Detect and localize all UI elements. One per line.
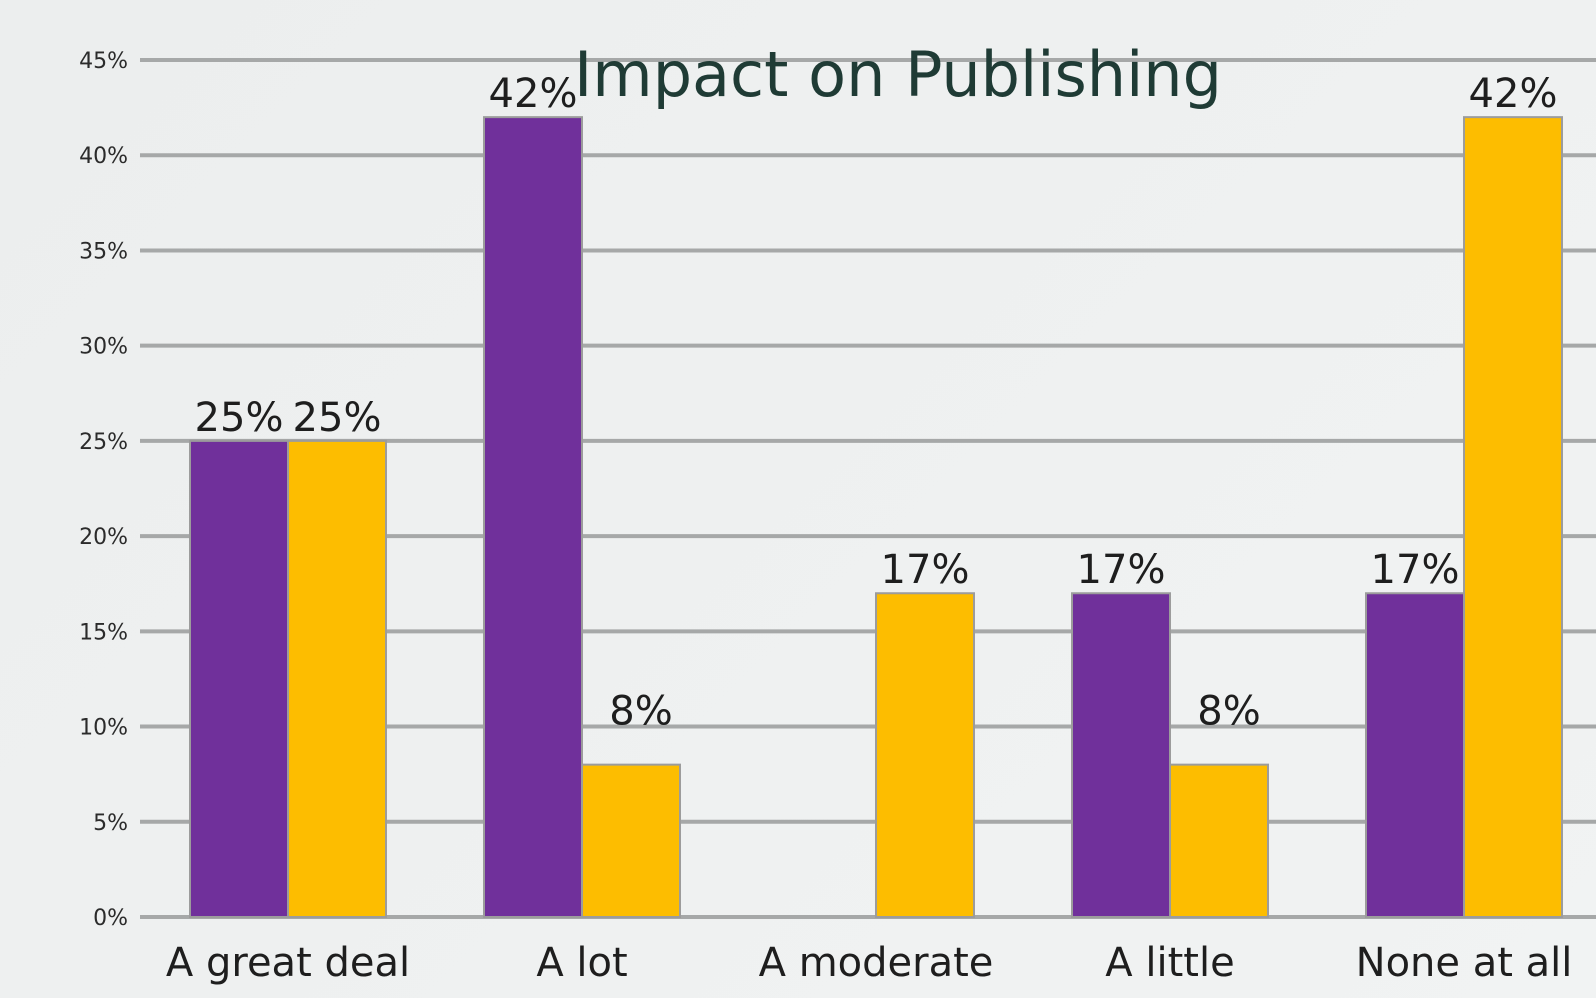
data-label: 42%	[1469, 71, 1558, 117]
x-category-label: A lot	[536, 940, 627, 986]
data-label: 25%	[293, 395, 382, 441]
y-tick-label: 35%	[79, 239, 128, 264]
bar	[1463, 116, 1563, 918]
y-tick-label: 10%	[79, 716, 128, 741]
y-tick-label: 45%	[79, 49, 128, 74]
bar	[1365, 592, 1465, 918]
bar	[1169, 763, 1269, 919]
y-tick-label: 5%	[93, 811, 128, 836]
x-category-label: None at all	[1356, 940, 1573, 986]
y-tick-label: 40%	[79, 144, 128, 169]
data-label: 8%	[609, 689, 672, 735]
bar	[1071, 592, 1171, 918]
y-tick-label: 25%	[79, 430, 128, 455]
y-tick-label: 20%	[79, 525, 128, 550]
chart-title: Impact on Publishing	[574, 38, 1222, 111]
y-tick-label: 0%	[93, 906, 128, 931]
data-label: 8%	[1197, 689, 1260, 735]
data-label: 25%	[195, 395, 284, 441]
x-category-label: A moderate	[759, 940, 994, 986]
bar	[875, 592, 975, 918]
x-axis-categories: A great deal A lot A moderate A little None …	[166, 940, 1572, 986]
bar	[483, 116, 583, 918]
data-label: 17%	[881, 547, 970, 593]
bar	[189, 439, 289, 918]
data-label: 17%	[1371, 547, 1460, 593]
y-axis-ticks: 0% 5% 10% 15% 20% 25% 30% 35% 40% 45%	[79, 49, 128, 931]
bar	[581, 763, 681, 919]
data-label: 17%	[1077, 547, 1166, 593]
bar	[287, 439, 387, 918]
x-category-label: A great deal	[166, 940, 410, 986]
data-labels: 25% 25% 42% 8% 17% 17% 8% 17% 42%	[195, 71, 1558, 735]
bars	[189, 116, 1563, 919]
y-tick-label: 30%	[79, 335, 128, 360]
x-category-label: A little	[1105, 940, 1234, 986]
y-tick-label: 15%	[79, 620, 128, 645]
data-label: 42%	[489, 71, 578, 117]
